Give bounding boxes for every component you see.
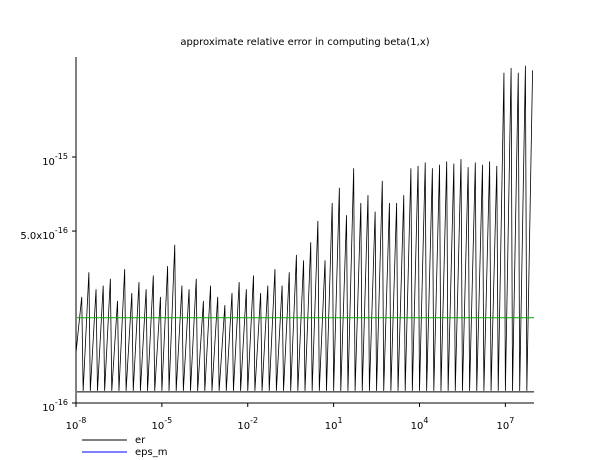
legend-label: er	[135, 435, 146, 446]
x-tick-label-exponent: 7	[509, 416, 514, 425]
x-tick-label: 104	[411, 416, 429, 432]
x-tick-label-exponent: -2	[250, 416, 258, 425]
y-tick-label-base: 5.0x10	[20, 231, 55, 242]
x-tick-label-exponent: -5	[164, 416, 172, 425]
y-tick-label: 5.0x10-16	[20, 226, 68, 242]
x-tick-label-exponent: 4	[423, 416, 428, 425]
x-tick-label: 10-5	[152, 416, 173, 432]
y-tick-label: 10-15	[42, 152, 68, 168]
x-tick-label-base: 10	[237, 421, 250, 432]
y-tick-label-base: 10	[42, 403, 55, 414]
x-tick-label: 10-8	[66, 416, 87, 432]
x-tick-label-base: 10	[66, 421, 79, 432]
x-tick-label-base: 10	[325, 421, 338, 432]
x-tick-label: 107	[496, 416, 514, 432]
chart-title: approximate relative error in computing …	[180, 37, 429, 48]
x-tick-label: 10-2	[237, 416, 258, 432]
x-tick-label-exponent: 1	[337, 416, 342, 425]
x-tick-label-base: 10	[496, 421, 509, 432]
y-tick-label-exponent: -16	[55, 226, 68, 235]
x-tick-label-base: 10	[411, 421, 424, 432]
y-tick-label: 10-16	[42, 398, 68, 414]
y-tick-label-base: 10	[42, 157, 55, 168]
y-tick-label-exponent: -15	[55, 152, 68, 161]
x-tick-label-exponent: -8	[78, 416, 86, 425]
x-tick-label-base: 10	[152, 421, 165, 432]
x-tick-label: 101	[325, 416, 343, 432]
y-tick-label-exponent: -16	[55, 398, 68, 407]
series-line	[75, 65, 533, 391]
legend-label: eps_m	[135, 447, 167, 458]
